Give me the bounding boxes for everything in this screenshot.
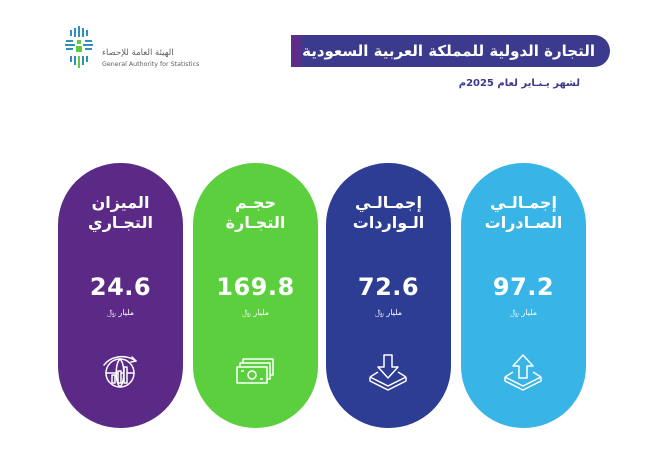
card-value: 169.8 [216, 273, 295, 301]
title-banner: التجارة الدولية للمملكة العربية السعودية [291, 35, 610, 67]
card-label: إجمـالـي الصـادرات [461, 193, 586, 233]
logo-english-text: General Authority for Statistics [102, 61, 200, 68]
card-value: 97.2 [492, 273, 555, 301]
card-label-line1: إجمـالـي [490, 193, 557, 212]
card-label-line1: حجـم [234, 193, 277, 212]
gastat-logo-mark-icon [65, 26, 93, 68]
card-label-line2: الصـادرات [484, 213, 563, 232]
card-label-line2: التجـارة [225, 213, 286, 232]
card-label: إجمـالـي الـواردات [326, 193, 451, 233]
card-unit: مليار ﷼ [509, 308, 538, 317]
card-trade-balance: الميزان التجـاري 24.6 مليار ﷼ [58, 163, 183, 428]
card-label: حجـم التجـارة [193, 193, 318, 233]
card-unit: مليار ﷼ [106, 308, 135, 317]
card-unit: مليار ﷼ [374, 308, 403, 317]
export-tray-up-arrow-icon [504, 354, 542, 391]
card-trade-volume: حجـم التجـارة 169.8 مليار ﷼ [193, 163, 318, 428]
card-total-imports: إجمـالـي الـواردات 72.6 مليار ﷼ [326, 163, 451, 428]
gastat-logo: الهيئة العامة للإحصاء General Authority … [64, 26, 204, 70]
globe-growth-chart-icon [103, 355, 137, 388]
card-label-line1: الميزان [91, 193, 150, 212]
banknotes-icon [236, 358, 274, 384]
page-subtitle: لشهر يـنـاير لعام 2025م [458, 78, 580, 89]
card-total-exports: إجمـالـي الصـادرات 97.2 مليار ﷼ [461, 163, 586, 428]
card-unit: مليار ﷼ [241, 308, 270, 317]
card-label-line2: الـواردات [352, 213, 425, 232]
import-tray-down-arrow-icon [369, 354, 407, 391]
card-label: الميزان التجـاري [58, 193, 183, 233]
card-value: 24.6 [89, 273, 152, 301]
card-value: 72.6 [357, 273, 420, 301]
logo-arabic-text: الهيئة العامة للإحصاء [102, 48, 174, 58]
card-label-line1: إجمـالـي [355, 193, 422, 212]
page-title: التجارة الدولية للمملكة العربية السعودية [302, 42, 595, 60]
card-label-line2: التجـاري [88, 213, 153, 232]
